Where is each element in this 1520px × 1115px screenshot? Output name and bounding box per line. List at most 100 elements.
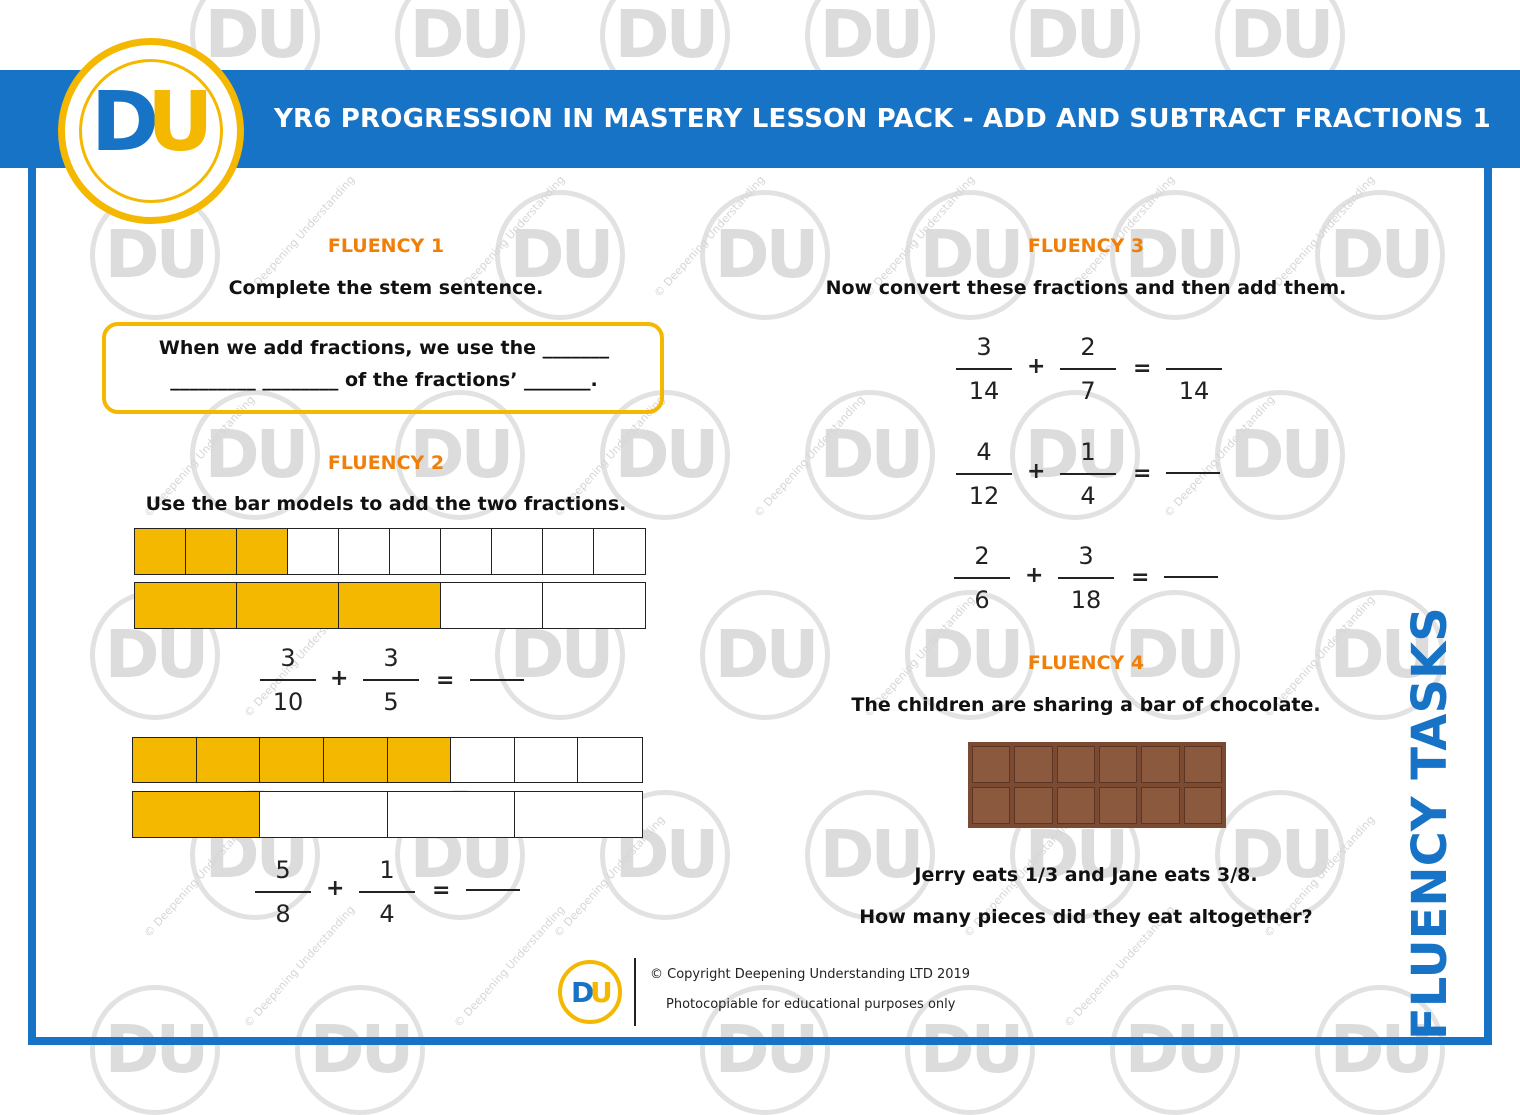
plus-sign: + (1025, 563, 1044, 588)
chocolate-piece (972, 746, 1011, 783)
fluency2-instruction: Use the bar models to add the two fracti… (145, 493, 627, 515)
fraction: 2 6 (952, 541, 1012, 615)
fraction: 2 7 (1058, 332, 1118, 406)
bar-cell (237, 529, 288, 574)
bar-cell (594, 529, 645, 574)
fluency2-heading: FLUENCY 2 (327, 452, 445, 474)
bar-cell (339, 529, 390, 574)
bar-cell (196, 738, 261, 782)
watermark-logo: DU (1315, 590, 1445, 720)
chocolate-piece (1183, 787, 1222, 824)
denominator: 10 (272, 688, 304, 716)
page-title: YR6 PROGRESSION IN MASTERY LESSON PACK -… (274, 104, 1491, 134)
denominator: 14 (968, 377, 1000, 405)
denominator: 14 (1178, 377, 1210, 405)
plus-sign: + (1027, 354, 1046, 379)
fraction: 4 12 (954, 437, 1014, 511)
watermark-logo: DU (190, 390, 320, 520)
bar-cell (514, 792, 642, 837)
watermark-logo: DU (600, 390, 730, 520)
side-label-fluency-tasks: FLUENCY TASKS (1402, 607, 1458, 1040)
chocolate-bar-image (968, 742, 1226, 828)
numerator: 2 (974, 542, 990, 570)
fraction-bar (363, 679, 419, 681)
equals-sign: = (1133, 461, 1152, 486)
bar-cell (135, 583, 237, 628)
watermark-logo: DU (1110, 190, 1240, 320)
fraction-bar (255, 891, 311, 893)
bar-cell (339, 583, 441, 628)
denominator: 18 (1070, 586, 1102, 614)
fraction: 5 8 (253, 855, 313, 929)
bar-cell (514, 738, 579, 782)
logo-letter-d: D (91, 75, 160, 170)
watermark-logo: DU (805, 790, 935, 920)
watermark-logo: DU (395, 390, 525, 520)
bar-cell (237, 583, 339, 628)
chocolate-piece (1056, 787, 1095, 824)
bar-model-tenths (134, 528, 646, 575)
answer-blank[interactable] (1164, 576, 1218, 578)
bar-cell (133, 792, 261, 837)
plus-sign: + (330, 666, 349, 691)
equals-sign: = (436, 668, 455, 693)
numerator: 3 (280, 644, 296, 672)
watermark-logo: DU (1110, 590, 1240, 720)
fluency1-instruction: Complete the stem sentence. (228, 277, 544, 299)
numerator: 3 (1078, 542, 1094, 570)
fluency4-line1: Jerry eats 1/3 and Jane eats 3/8. (914, 864, 1258, 886)
fluency4-question: How many pieces did they eat altogether? (859, 906, 1313, 928)
fraction: 3 10 (258, 643, 318, 717)
du-logo: D U (58, 38, 244, 224)
bar-cell (492, 529, 543, 574)
fraction-bar (956, 473, 1012, 475)
chocolate-piece (1014, 746, 1053, 783)
numerator-blank[interactable] (1164, 332, 1224, 362)
bar-cell (260, 738, 324, 782)
answer-fraction[interactable]: 14 (1164, 332, 1224, 406)
bar-cell (323, 738, 388, 782)
bar-cell (578, 738, 642, 782)
footer-note: Photocopiable for educational purposes o… (666, 997, 956, 1012)
footer-logo-d: D (571, 976, 595, 1009)
answer-blank[interactable] (1166, 472, 1220, 474)
watermark-logo: DU (1215, 790, 1345, 920)
chocolate-piece (1014, 787, 1053, 824)
answer-blank[interactable] (470, 679, 524, 681)
fraction: 3 18 (1056, 541, 1116, 615)
bar-cell (260, 792, 388, 837)
plus-sign: + (1027, 459, 1046, 484)
plus-sign: + (326, 876, 345, 901)
answer-blank[interactable] (466, 889, 520, 891)
chocolate-piece (1183, 746, 1222, 783)
bar-cell (135, 529, 186, 574)
bar-model-fifths (134, 582, 646, 629)
bar-cell (543, 583, 645, 628)
numerator: 5 (275, 856, 291, 884)
equals-sign: = (1133, 356, 1152, 381)
header-banner (0, 70, 1520, 168)
watermark-logo: DU (1010, 390, 1140, 520)
numerator: 2 (1080, 333, 1096, 361)
bar-cell (387, 792, 515, 837)
denominator: 4 (1080, 482, 1096, 510)
watermark-logo: DU (905, 190, 1035, 320)
bar-cell (441, 529, 492, 574)
fraction: 1 4 (357, 855, 417, 929)
watermark-logo: DU (700, 190, 830, 320)
chocolate-piece (1098, 746, 1138, 783)
fluency1-heading: FLUENCY 1 (327, 235, 445, 257)
page-frame (28, 160, 1492, 1045)
bar-cell (543, 529, 594, 574)
equals-sign: = (432, 878, 451, 903)
bar-cell (387, 738, 452, 782)
denominator: 7 (1080, 377, 1096, 405)
footer-copyright: © Copyright Deepening Understanding LTD … (650, 967, 971, 982)
footer-logo: D U (558, 960, 622, 1024)
watermark-logo: DU (495, 190, 625, 320)
bar-cell (441, 583, 543, 628)
fraction-bar (1060, 473, 1116, 475)
fraction: 3 14 (954, 332, 1014, 406)
numerator: 3 (976, 333, 992, 361)
watermark-logo: DU (805, 390, 935, 520)
